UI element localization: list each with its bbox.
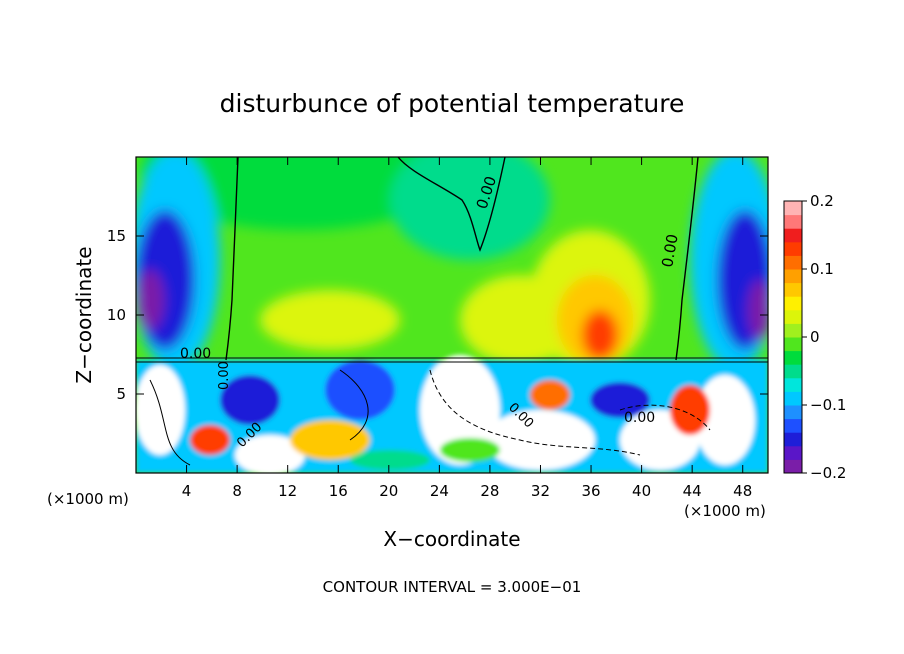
colorbar-swatch	[784, 201, 802, 216]
zero-contour-left	[225, 157, 239, 361]
x-tick-label: 32	[531, 482, 550, 500]
y-tick-label: 15	[107, 227, 126, 245]
zero-contour-top	[397, 157, 506, 252]
contour-label-2: 0.00	[658, 233, 682, 269]
colorbar-swatch	[784, 309, 802, 324]
colorbar-swatch	[784, 364, 802, 379]
colorbar-swatch	[784, 269, 802, 284]
colorbar-swatch	[784, 432, 802, 447]
plot-field: 0.00 0.00 0.00 0.00 0.00 0.00 0.00	[136, 157, 768, 473]
x-tick-label: 44	[683, 482, 702, 500]
x-tick-label: 4	[182, 482, 192, 500]
y-axis-label: Z−coordinate	[72, 246, 96, 383]
colorbar-swatch	[784, 337, 802, 352]
colorbar-tick-label: −0.2	[810, 464, 846, 482]
lower-contour-2	[339, 369, 369, 441]
colorbar-swatch	[784, 255, 802, 270]
chart-title: disturbunce of potential temperature	[220, 89, 685, 118]
x-tick-label: 8	[232, 482, 242, 500]
zero-contour-right	[675, 157, 699, 361]
interface-contour	[136, 357, 768, 363]
lower-field-blobs	[136, 355, 768, 473]
colorbar-swatch	[784, 323, 802, 338]
contour-label-7: 0.00	[624, 410, 655, 426]
x-tick-label: 48	[733, 482, 752, 500]
colorbar-swatch	[784, 459, 802, 474]
colorbar-swatch	[784, 391, 802, 406]
colorbar-tick-label: 0.2	[810, 192, 834, 210]
contour-interval-note: CONTOUR INTERVAL = 3.000E−01	[323, 578, 582, 596]
y-axis-ticks: 5 10 15	[107, 227, 768, 403]
x-axis-ticks: 4 8 12 16 20 24 28 32 36 40 44 48	[182, 157, 752, 500]
lower-contour-4	[619, 404, 711, 431]
colorbar-tick-label: −0.1	[810, 396, 846, 414]
y-tick-label: 10	[107, 306, 126, 324]
x-tick-label: 12	[278, 482, 297, 500]
colorbar-tick-label: 0.1	[810, 260, 834, 278]
colorbar-tick-label: 0	[810, 328, 820, 346]
y-tick-label: 5	[116, 385, 126, 403]
x-tick-label: 24	[430, 482, 449, 500]
x-tick-label: 36	[581, 482, 600, 500]
colorbar: 0.2 0.1 0 −0.1 −0.2	[783, 192, 846, 482]
colorbar-swatch	[784, 282, 802, 297]
colorbar-swatch	[784, 350, 802, 365]
colorbar-swatch	[784, 241, 802, 256]
x-axis-unit-label: (×1000 m)	[684, 502, 766, 520]
contour-label-4: 0.00	[217, 361, 232, 390]
x-axis-label: X−coordinate	[383, 527, 520, 551]
y-axis-unit-label: (×1000 m)	[47, 490, 129, 508]
lower-contour-1	[149, 379, 191, 466]
x-tick-label: 20	[379, 482, 398, 500]
upper-field-blobs	[136, 157, 768, 370]
colorbar-swatch	[784, 228, 802, 243]
colorbar-swatch	[784, 214, 802, 229]
x-tick-label: 28	[480, 482, 499, 500]
lower-contour-3	[429, 369, 641, 456]
colorbar-swatch	[784, 445, 802, 460]
colorbar-swatch	[784, 418, 802, 433]
contour-label-3: 0.00	[180, 346, 211, 362]
x-tick-label: 16	[329, 482, 348, 500]
colorbar-swatch	[784, 296, 802, 311]
colorbar-swatch	[784, 377, 802, 392]
contour-lines	[136, 157, 768, 466]
colorbar-swatch	[784, 405, 802, 420]
x-tick-label: 40	[632, 482, 651, 500]
